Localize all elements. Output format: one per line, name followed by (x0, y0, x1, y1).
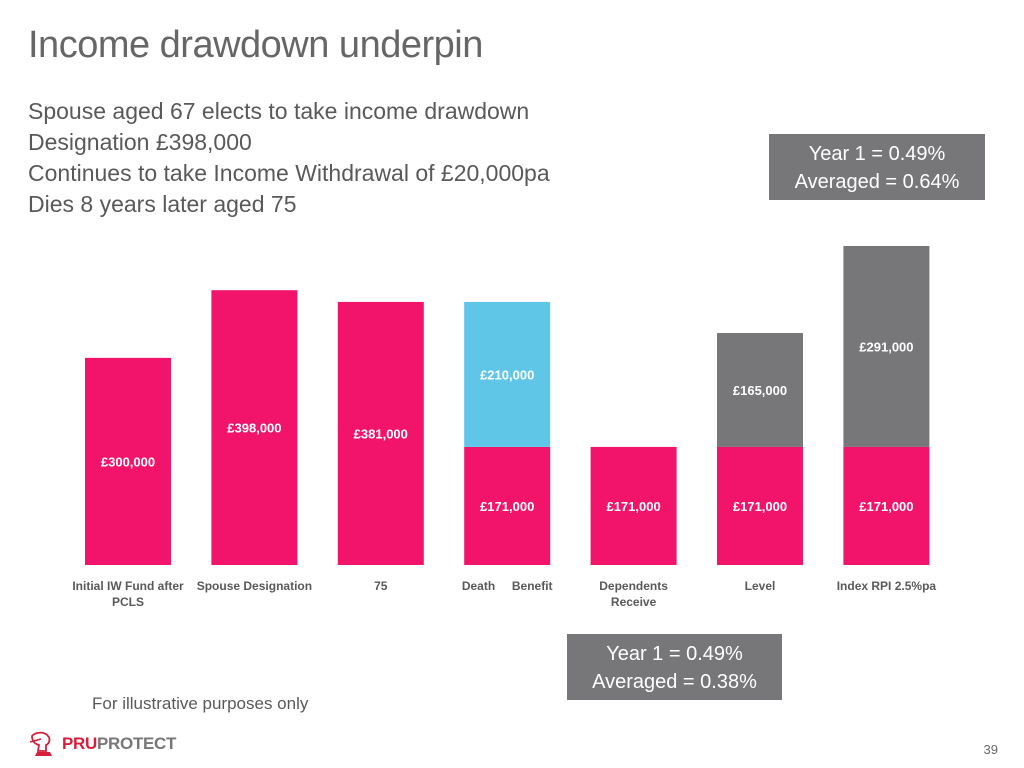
bar-segment (717, 333, 803, 447)
bar-value-label: £171,000 (606, 499, 660, 514)
category-label: Death Benefit (462, 579, 553, 593)
logo-protect: PROTECT (97, 734, 177, 753)
bar-value-label: £210,000 (480, 367, 534, 382)
category-label: Level (745, 579, 776, 593)
callout-top: Year 1 = 0.49% Averaged = 0.64% (769, 134, 985, 200)
intro-text: Spouse aged 67 elects to take income dra… (28, 96, 550, 220)
bar-value-label: £171,000 (859, 499, 913, 514)
category-label: Index RPI 2.5%pa (837, 579, 937, 593)
category-label: 75 (374, 579, 388, 593)
bar-segment (590, 446, 677, 565)
callout-line: Averaged = 0.64% (794, 171, 960, 193)
intro-line: Dies 8 years later aged 75 (28, 191, 297, 217)
category-label: Dependents (599, 579, 668, 593)
bar-segment (464, 446, 551, 565)
illustrative-note: For illustrative purposes only (92, 694, 309, 713)
bar-segment (85, 357, 171, 565)
category-label: Initial IW Fund after (72, 579, 184, 593)
intro-line: Designation £398,000 (28, 129, 252, 155)
page-number: 39 (983, 742, 998, 757)
callout-line: Averaged = 0.38% (592, 671, 757, 693)
page-title: Income drawdown underpin (28, 24, 483, 66)
bar-value-label: £381,000 (354, 426, 408, 441)
category-label: Spouse Designation (197, 579, 312, 593)
bar-value-label: £398,000 (227, 421, 281, 436)
bar-value-label: £165,000 (733, 383, 787, 398)
bar-segment (211, 290, 298, 565)
logo-pru: PRU (62, 734, 97, 753)
bar-value-label: £291,000 (859, 339, 913, 354)
bar-value-label: £171,000 (480, 499, 534, 514)
category-label: PCLS (112, 595, 144, 609)
callout-line: Year 1 = 0.49% (808, 143, 946, 165)
intro-line: Spouse aged 67 elects to take income dra… (28, 98, 530, 124)
callout-bottom: Year 1 = 0.49% Averaged = 0.38% (567, 634, 782, 700)
bar-segment (337, 301, 424, 565)
lady-icon (29, 731, 52, 756)
intro-line: Continues to take Income Withdrawal of £… (28, 160, 550, 186)
bar-value-label: £171,000 (733, 499, 787, 514)
bar-segment (843, 246, 930, 447)
bar-segment (717, 446, 803, 565)
callout-line: Year 1 = 0.49% (606, 643, 743, 665)
category-label: Receive (611, 595, 657, 609)
bar-value-label: £300,000 (101, 454, 155, 469)
bar-segment (464, 301, 551, 447)
bar-segment (843, 446, 930, 565)
pruprotect-logo: PRUPROTECT (28, 730, 176, 758)
